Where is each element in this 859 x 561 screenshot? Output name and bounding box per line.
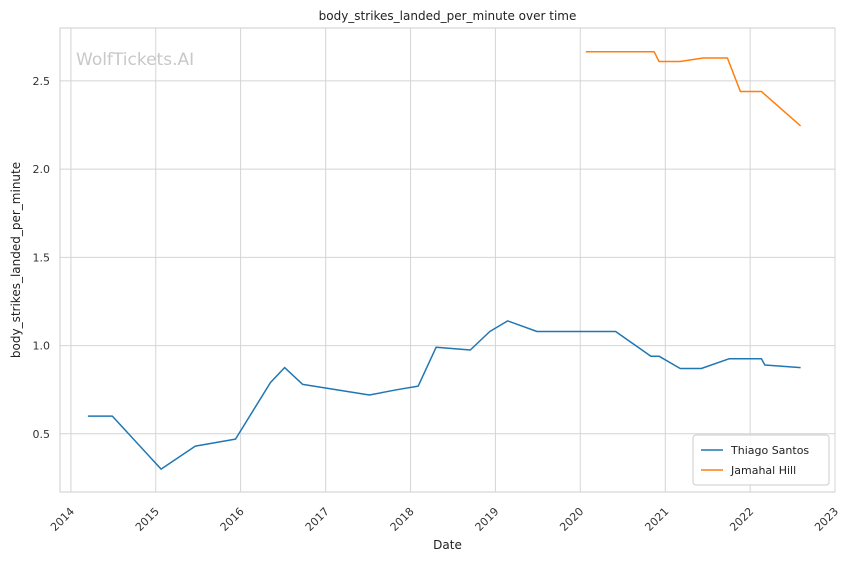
y-tick-label: 2.0 xyxy=(33,163,51,176)
plot-frame xyxy=(59,27,836,493)
legend-label-thiago-santos: Thiago Santos xyxy=(730,444,809,457)
chart-title: body_strikes_landed_per_minute over time xyxy=(319,9,577,23)
grid-lines xyxy=(60,28,836,492)
series-layer xyxy=(87,51,802,470)
y-axis-title: body_strikes_landed_per_minute xyxy=(9,162,23,358)
y-tick-label: 2.5 xyxy=(33,75,51,88)
y-tick-label: 1.5 xyxy=(33,251,51,264)
legend-label-jamahal-hill: Jamahal Hill xyxy=(730,464,796,477)
y-axis-ticks: 0.5 1.0 1.5 2.0 2.5 xyxy=(33,75,51,441)
y-tick-label: 0.5 xyxy=(33,428,51,441)
legend: Thiago Santos Jamahal Hill xyxy=(692,434,830,486)
legend-box xyxy=(692,434,830,486)
y-tick-label: 1.0 xyxy=(33,340,51,353)
x-axis-title: Date xyxy=(433,538,462,552)
series-line-jamahal-hill xyxy=(585,51,802,127)
watermark: WolfTickets.AI xyxy=(76,50,194,70)
plot-area: WolfTickets.AI xyxy=(59,27,836,493)
series-line-thiago-santos xyxy=(87,320,801,470)
